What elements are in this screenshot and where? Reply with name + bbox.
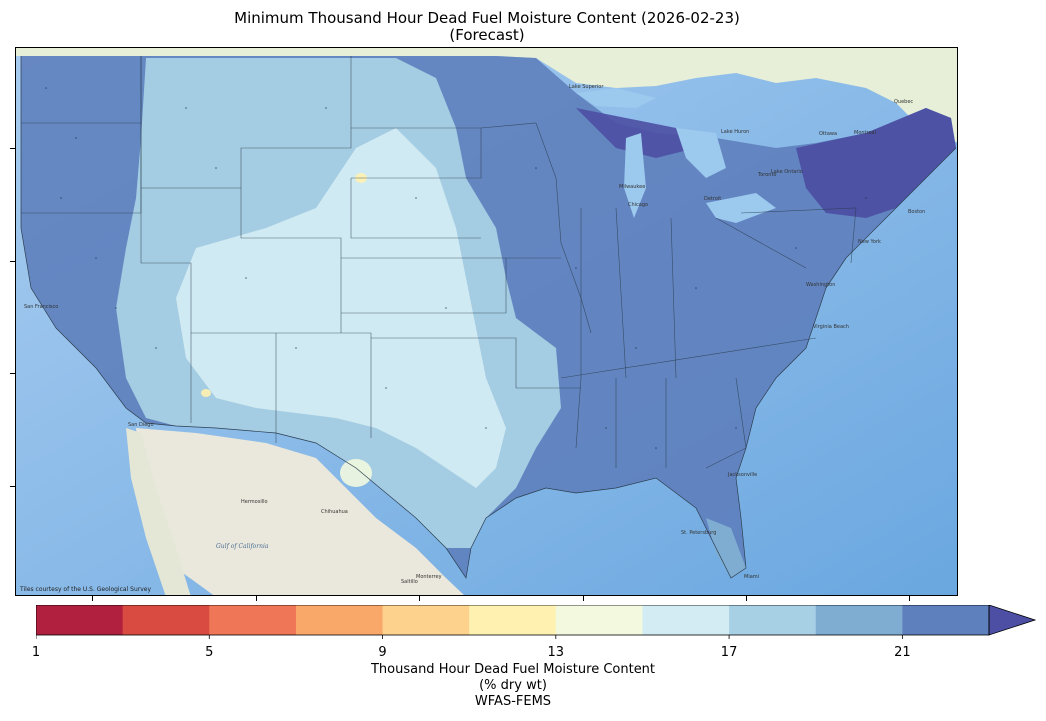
colorbar-segment <box>902 605 990 635</box>
city-label: St. Petersburg <box>681 530 716 536</box>
colorbar-tick-label: 1 <box>31 645 41 660</box>
lake-superior <box>576 88 656 108</box>
city-label: San Francisco <box>24 304 58 310</box>
dry-spot-texas <box>340 459 372 487</box>
x-tick <box>583 596 584 601</box>
baja-land <box>126 428 191 595</box>
colorbar-tick-label: 21 <box>894 645 911 660</box>
lake-erie <box>706 193 776 223</box>
colorbar-segment <box>295 605 384 635</box>
map-canvas: San Francisco San Diego Hermosillo Chihu… <box>16 48 957 595</box>
city-label: Lake Ontario <box>771 169 803 175</box>
map-title: Minimum Thousand Hour Dead Fuel Moisture… <box>234 9 740 27</box>
colorbar-segments <box>36 605 1037 636</box>
colorbar-segment <box>642 605 730 635</box>
colorbar-tick-label: 5 <box>205 645 214 660</box>
x-tick <box>746 596 747 601</box>
y-tick <box>10 148 15 149</box>
city-label: Detroit <box>704 196 721 202</box>
city-label: Chicago <box>628 202 648 208</box>
city-label: Lake Superior <box>569 84 604 90</box>
city-labels: San Francisco San Diego Hermosillo Chihu… <box>24 84 925 585</box>
colorbar-segment <box>469 605 557 635</box>
y-tick <box>10 261 15 262</box>
colorbar-segment <box>122 605 210 635</box>
colorbar-tick-label: 13 <box>547 645 565 660</box>
city-label: Virginia Beach <box>813 324 849 330</box>
city-label: Monterrey <box>416 574 442 580</box>
city-label: Lake Huron <box>721 129 749 135</box>
x-tick <box>909 596 910 601</box>
coastline <box>20 56 957 579</box>
dry-spot-arizona <box>201 389 211 397</box>
y-tick <box>10 486 15 487</box>
colorbar-extend-arrow <box>988 605 1037 636</box>
station-dots <box>45 87 867 449</box>
x-tick <box>92 596 93 601</box>
colorbar-segment <box>815 605 903 635</box>
city-label: Toronto <box>757 172 776 178</box>
map-frame: San Francisco San Diego Hermosillo Chihu… <box>15 47 958 596</box>
city-label: Quebec <box>894 99 913 105</box>
colorbar-title: Thousand Hour Dead Fuel Moisture Content <box>370 662 656 677</box>
city-label: Saltillo <box>401 579 418 585</box>
mexico-land <box>136 428 464 595</box>
florida-tip <box>706 518 746 578</box>
colorbar <box>36 605 1037 639</box>
city-label: Washington <box>806 282 835 288</box>
colorbar-ticks <box>36 635 903 639</box>
city-label: San Diego <box>128 422 154 428</box>
city-label: Hermosillo <box>241 499 268 505</box>
city-label: Jacksonville <box>727 472 757 478</box>
y-tick <box>10 373 15 374</box>
map-subtitle: (Forecast) <box>449 26 525 44</box>
city-label: Montreal <box>854 130 876 136</box>
colorbar-segment <box>36 605 124 635</box>
city-label: Ottawa <box>819 131 837 137</box>
city-label: Milwaukee <box>619 184 645 190</box>
colorbar-tick-label: 9 <box>378 645 387 660</box>
attribution-text: Tiles courtesy of the U.S. Geological Su… <box>20 586 152 593</box>
city-label: Boston <box>908 209 925 215</box>
colorbar-segment <box>729 605 817 635</box>
canada-land <box>16 48 957 143</box>
colorbar-border <box>36 605 990 636</box>
city-label: New York <box>858 239 881 245</box>
lake-michigan <box>624 133 646 218</box>
state-boundaries <box>21 56 857 469</box>
city-label: Miami <box>744 574 759 580</box>
colorbar-segment <box>382 605 470 635</box>
colorbar-segment <box>555 605 643 635</box>
lake-huron <box>676 128 726 178</box>
colorbar-segment <box>209 605 297 635</box>
great-lakes-darkest <box>576 108 696 158</box>
ocean-label: Gulf of California <box>216 543 269 550</box>
colorbar-units: (% dry wt) <box>479 678 547 693</box>
colorbar-source: WFAS-FEMS <box>474 694 552 709</box>
x-tick <box>256 596 257 601</box>
colorbar-tick-label: 17 <box>720 645 738 660</box>
city-label: Chihuahua <box>321 509 348 515</box>
x-tick <box>419 596 420 601</box>
northeast-darkest <box>796 108 956 218</box>
